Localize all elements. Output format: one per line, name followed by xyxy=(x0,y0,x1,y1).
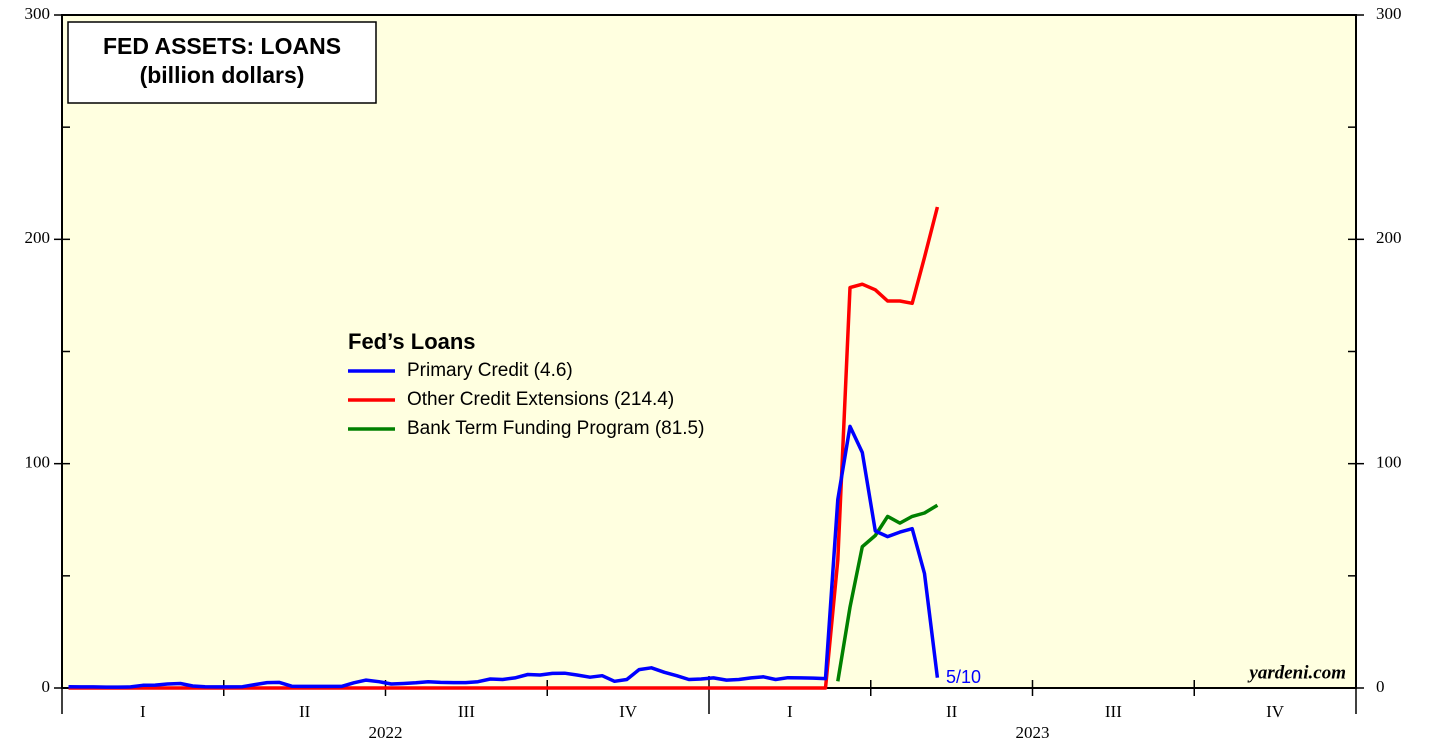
title-box xyxy=(67,21,377,104)
chart-subtitle: (billion dollars) xyxy=(140,62,305,88)
legend-label: Primary Credit (4.6) xyxy=(407,360,573,381)
x-tick-label: III xyxy=(1105,702,1122,721)
y-tick-label: 300 xyxy=(25,4,51,23)
x-tick-label: I xyxy=(787,702,793,721)
y2-tick-label: 300 xyxy=(1376,4,1402,23)
x-tick-label: IV xyxy=(1266,702,1285,721)
legend-label: Other Credit Extensions (214.4) xyxy=(407,389,674,410)
annotation: 5/10 xyxy=(946,667,981,687)
chart-title: FED ASSETS: LOANS xyxy=(103,33,341,59)
y-tick-label: 100 xyxy=(25,453,51,472)
y-tick-label: 200 xyxy=(25,228,51,247)
year-label: 2023 xyxy=(1016,723,1050,742)
y-tick-label: 0 xyxy=(42,677,51,696)
x-tick-label: III xyxy=(458,702,475,721)
year-label: 2022 xyxy=(369,723,403,742)
legend-label: Bank Term Funding Program (81.5) xyxy=(407,418,704,439)
series-line xyxy=(68,424,940,689)
y2-tick-label: 200 xyxy=(1376,228,1402,247)
series-line xyxy=(836,503,939,682)
x-tick-label: IV xyxy=(619,702,638,721)
source-note: yardeni.com xyxy=(1247,662,1346,683)
x-tick-label: II xyxy=(299,702,311,721)
x-tick-label: II xyxy=(946,702,958,721)
plot-area xyxy=(61,14,1357,689)
x-tick-label: I xyxy=(140,702,146,721)
legend-title: Fed’s Loans xyxy=(348,329,476,354)
y2-tick-label: 100 xyxy=(1376,453,1402,472)
y2-tick-label: 0 xyxy=(1376,677,1385,696)
